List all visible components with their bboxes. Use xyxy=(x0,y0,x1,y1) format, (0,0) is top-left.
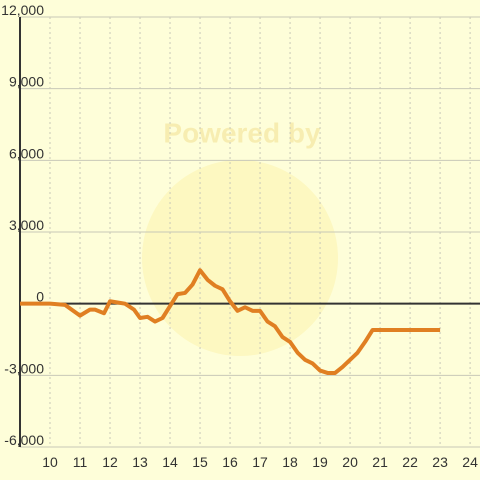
x-tick-label: 13 xyxy=(132,454,148,470)
x-tick-label: 21 xyxy=(372,454,388,470)
data-line xyxy=(20,268,441,375)
x-tick-label: 11 xyxy=(73,454,88,470)
x-tick-label: 18 xyxy=(282,454,298,470)
x-tick-label: 10 xyxy=(42,454,58,470)
x-tick-label: 23 xyxy=(432,454,448,470)
y-tick-label: 3,000 xyxy=(9,217,44,233)
x-tick-label: 20 xyxy=(342,454,358,470)
y-tick-label: 12,000 xyxy=(1,2,44,18)
x-tick-label: 12 xyxy=(102,454,118,470)
y-tick-label: 0 xyxy=(36,289,44,305)
y-tick-label: -6,000 xyxy=(4,432,44,448)
y-tick-label: -3,000 xyxy=(4,360,44,376)
x-tick-label: 14 xyxy=(162,454,178,470)
x-tick-label: 24 xyxy=(462,454,478,470)
watermark: Powered by xyxy=(163,117,321,148)
x-tick-label: 22 xyxy=(402,454,418,470)
x-tick-label: 17 xyxy=(252,454,268,470)
x-tick-label: 19 xyxy=(312,454,328,470)
watermark-logo xyxy=(142,160,338,356)
x-tick-label: 16 xyxy=(222,454,238,470)
x-tick-label: 15 xyxy=(192,454,208,470)
y-tick-label: 6,000 xyxy=(9,145,44,161)
y-tick-label: 9,000 xyxy=(9,74,44,90)
